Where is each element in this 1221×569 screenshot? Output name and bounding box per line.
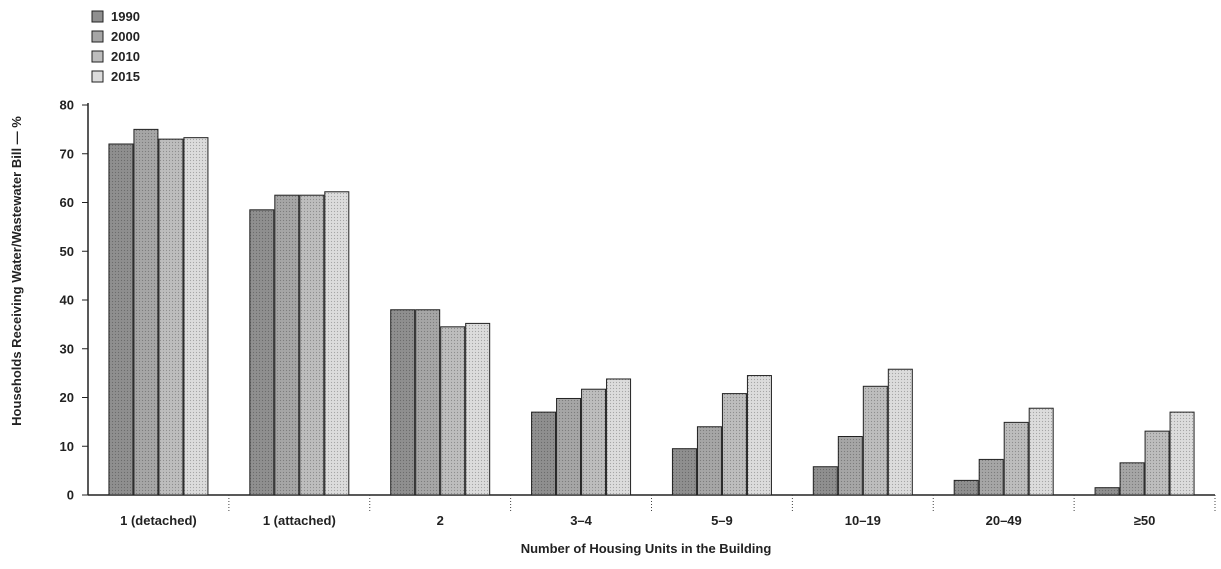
y-tick-label: 0 bbox=[67, 488, 74, 503]
bar-texture bbox=[440, 326, 465, 495]
bar-texture bbox=[249, 209, 274, 495]
bar-texture bbox=[556, 398, 581, 495]
bar-texture bbox=[183, 137, 208, 495]
legend-swatch bbox=[91, 70, 104, 83]
y-tick-label: 50 bbox=[60, 244, 74, 259]
x-tick-label: 2 bbox=[437, 513, 444, 528]
y-axis-title: Households Receiving Water/Wastewater Bi… bbox=[9, 116, 24, 426]
bar-texture bbox=[813, 466, 838, 495]
bar-texture bbox=[415, 309, 440, 495]
y-tick-label: 20 bbox=[60, 390, 74, 405]
x-tick-label: 10–19 bbox=[845, 513, 881, 528]
bar-texture bbox=[133, 129, 158, 495]
legend-label: 1990 bbox=[111, 9, 140, 24]
y-tick-label: 80 bbox=[60, 98, 74, 113]
bar-texture bbox=[606, 378, 631, 495]
bar-texture bbox=[465, 323, 490, 495]
bar-texture bbox=[747, 375, 772, 495]
bar-texture bbox=[979, 459, 1004, 495]
bar-texture bbox=[158, 139, 183, 495]
bar-texture bbox=[954, 480, 979, 495]
x-tick-label: 5–9 bbox=[711, 513, 733, 528]
x-tick-label: ≥50 bbox=[1134, 513, 1156, 528]
x-tick-label: 3–4 bbox=[570, 513, 592, 528]
legend-swatch bbox=[91, 50, 104, 63]
bar-texture bbox=[722, 393, 747, 495]
bar-texture bbox=[324, 191, 349, 495]
bar-texture bbox=[697, 426, 722, 495]
bar-texture bbox=[1004, 422, 1029, 495]
bar-texture bbox=[108, 144, 133, 495]
bar-texture bbox=[838, 436, 863, 495]
y-tick-label: 60 bbox=[60, 195, 74, 210]
x-axis-title: Number of Housing Units in the Building bbox=[521, 541, 772, 556]
bar-texture bbox=[299, 195, 324, 495]
bar-texture bbox=[1120, 462, 1145, 495]
legend-label: 2015 bbox=[111, 69, 140, 84]
bar-texture bbox=[888, 369, 913, 495]
x-axis: 1 (detached) 1 (attached) 2 3–4 5–9 10–19 20–4… bbox=[88, 494, 1216, 528]
bar-texture bbox=[274, 195, 299, 495]
y-tick-label: 30 bbox=[60, 341, 74, 356]
legend-swatch bbox=[91, 30, 104, 43]
bar-texture bbox=[863, 386, 888, 495]
bar-texture bbox=[390, 309, 415, 495]
legend: 1990 2000 2010 2015 bbox=[91, 9, 140, 84]
legend-label: 2000 bbox=[111, 29, 140, 44]
x-tick-label: 20–49 bbox=[986, 513, 1022, 528]
y-tick-label: 40 bbox=[60, 293, 74, 308]
legend-swatch bbox=[91, 10, 104, 23]
bar-texture bbox=[1095, 487, 1120, 495]
y-tick-label: 70 bbox=[60, 146, 74, 161]
y-axis: 0 10 20 30 40 50 60 70 80 bbox=[60, 98, 89, 503]
x-tick-label: 1 (attached) bbox=[263, 513, 336, 528]
legend-label: 2010 bbox=[111, 49, 140, 64]
bar-texture bbox=[1029, 408, 1054, 495]
bar-texture bbox=[581, 389, 606, 495]
bar-texture bbox=[1145, 431, 1170, 495]
bar-texture bbox=[1170, 412, 1195, 495]
x-tick-label: 1 (detached) bbox=[120, 513, 197, 528]
bar-texture bbox=[531, 412, 556, 495]
y-tick-label: 10 bbox=[60, 439, 74, 454]
bars bbox=[108, 128, 1195, 496]
bar-texture bbox=[672, 448, 697, 495]
